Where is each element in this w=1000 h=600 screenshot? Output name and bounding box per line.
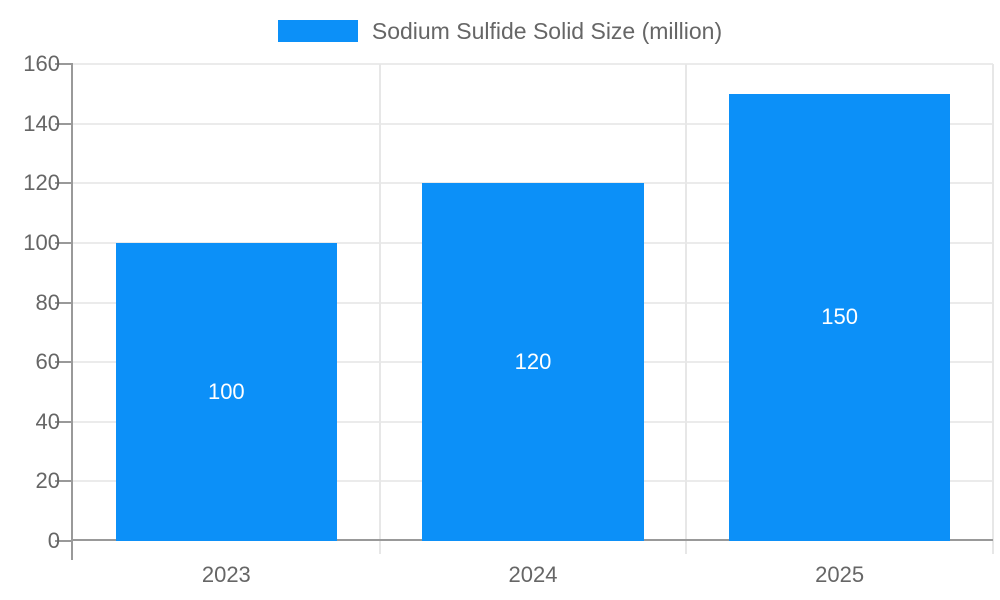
- plot-area: 0 20 40 60 80 100 120 140 160 100 120 150 2023 2024 20…: [23, 51, 994, 587]
- gridline: [73, 122, 993, 125]
- y-axis-tick: [55, 63, 73, 65]
- y-axis-tick-label: 60: [35, 349, 60, 375]
- y-axis-tick: [55, 122, 73, 125]
- y-axis-tick: [55, 361, 73, 364]
- bar-value-label: 120: [514, 349, 552, 375]
- y-axis-tick-label: 100: [23, 229, 60, 255]
- y-axis-tick-label: 0: [47, 528, 60, 553]
- legend[interactable]: Sodium Sulfide Solid Size (million): [0, 14, 1000, 48]
- y-axis-tick: [55, 182, 73, 185]
- y-axis-tick: [55, 540, 73, 542]
- category-separator: [685, 64, 688, 554]
- bar-2024: 120: [422, 183, 644, 541]
- y-axis-tick: [55, 301, 73, 304]
- legend-label: Sodium Sulfide Solid Size (million): [371, 17, 723, 44]
- x-axis-label-2024: 2024: [508, 562, 558, 587]
- y-axis-tick-label: 160: [23, 51, 60, 76]
- y-axis-tick-label: 120: [23, 170, 60, 196]
- bar-2023: 100: [115, 242, 337, 541]
- category-separator: [992, 64, 994, 554]
- y-axis-tick-label: 80: [35, 289, 60, 315]
- y-axis-tick: [55, 420, 73, 423]
- y-axis-tick: [55, 480, 73, 483]
- y-axis-line: [71, 64, 73, 560]
- bar-value-label: 100: [207, 378, 245, 404]
- gridline: [73, 63, 993, 65]
- y-axis-tick-label: 40: [35, 408, 60, 434]
- legend-swatch-icon[interactable]: [277, 20, 358, 42]
- bar-value-label: 150: [821, 304, 859, 330]
- x-axis-label-2023: 2023: [201, 562, 251, 587]
- bar-2025: 150: [729, 93, 951, 541]
- x-axis-label-2025: 2025: [815, 562, 865, 587]
- y-axis-tick: [55, 241, 73, 244]
- y-axis-tick-label: 20: [35, 468, 60, 494]
- category-separator: [378, 64, 381, 554]
- y-axis-tick-label: 140: [23, 110, 60, 136]
